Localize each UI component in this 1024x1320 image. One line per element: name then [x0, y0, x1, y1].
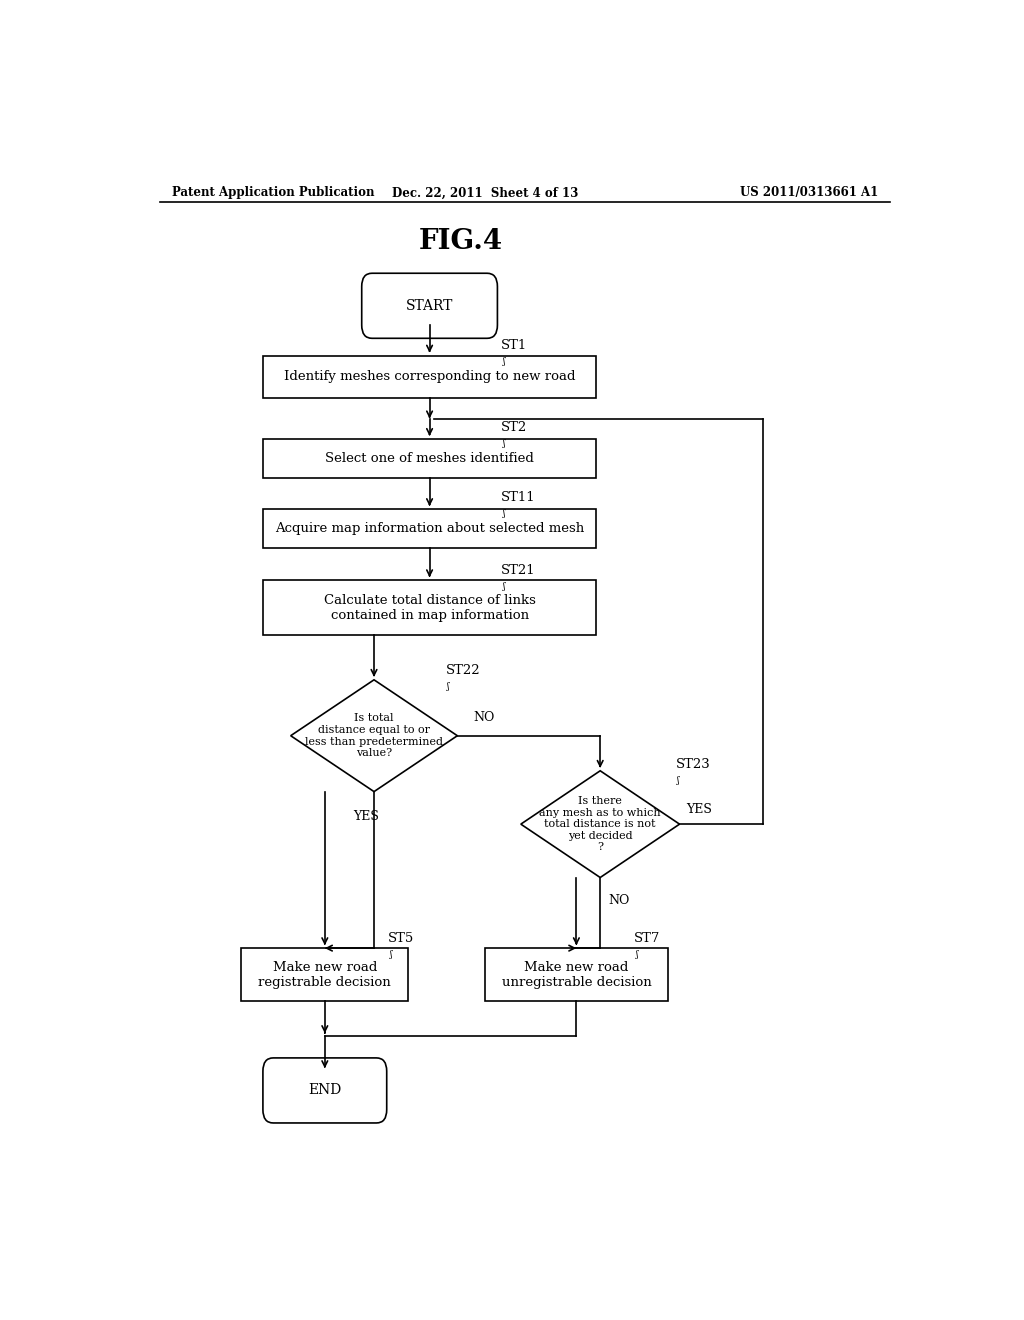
- Text: US 2011/0313661 A1: US 2011/0313661 A1: [739, 186, 878, 199]
- Bar: [485, 948, 668, 1001]
- Text: ST23: ST23: [676, 758, 711, 771]
- Polygon shape: [291, 680, 458, 792]
- Bar: [263, 355, 596, 399]
- Text: ʃ: ʃ: [503, 510, 505, 517]
- Text: ST2: ST2: [501, 421, 527, 434]
- Text: ʃ: ʃ: [390, 950, 392, 960]
- Polygon shape: [521, 771, 680, 878]
- Text: ʃ: ʃ: [503, 356, 505, 366]
- Text: Calculate total distance of links
contained in map information: Calculate total distance of links contai…: [324, 594, 536, 622]
- Text: ʃ: ʃ: [447, 682, 450, 690]
- Text: ST7: ST7: [634, 932, 660, 945]
- Text: Dec. 22, 2011  Sheet 4 of 13: Dec. 22, 2011 Sheet 4 of 13: [392, 186, 579, 199]
- Text: ST1: ST1: [501, 338, 527, 351]
- Text: ʃ: ʃ: [636, 950, 638, 960]
- Text: Patent Application Publication: Patent Application Publication: [172, 186, 374, 199]
- FancyBboxPatch shape: [361, 273, 498, 338]
- Text: ʃ: ʃ: [503, 582, 505, 591]
- Text: YES: YES: [353, 810, 379, 822]
- Text: ʃ: ʃ: [677, 776, 680, 785]
- Text: Acquire map information about selected mesh: Acquire map information about selected m…: [274, 521, 585, 535]
- Text: FIG.4: FIG.4: [419, 228, 504, 255]
- Text: YES: YES: [686, 803, 712, 816]
- Text: START: START: [406, 298, 454, 313]
- Text: NO: NO: [473, 710, 495, 723]
- Text: Identify meshes corresponding to new road: Identify meshes corresponding to new roa…: [284, 371, 575, 383]
- Bar: [242, 948, 409, 1001]
- Text: ST11: ST11: [501, 491, 536, 504]
- FancyBboxPatch shape: [263, 1057, 387, 1123]
- Text: ST22: ST22: [445, 664, 480, 677]
- Text: ST21: ST21: [501, 564, 536, 577]
- Bar: [263, 510, 596, 548]
- Text: ʃ: ʃ: [503, 440, 505, 447]
- Text: Is there
any mesh as to which
total distance is not
yet decided
?: Is there any mesh as to which total dist…: [540, 796, 662, 853]
- Text: NO: NO: [608, 894, 630, 907]
- Text: END: END: [308, 1084, 341, 1097]
- Text: Select one of meshes identified: Select one of meshes identified: [326, 451, 534, 465]
- Text: Is total
distance equal to or
less than predetermined
value?: Is total distance equal to or less than …: [305, 713, 443, 758]
- Text: Make new road
registrable decision: Make new road registrable decision: [258, 961, 391, 989]
- Text: Make new road
unregistrable decision: Make new road unregistrable decision: [502, 961, 651, 989]
- Bar: [263, 440, 596, 478]
- Text: ST5: ST5: [388, 932, 415, 945]
- Bar: [263, 581, 596, 635]
